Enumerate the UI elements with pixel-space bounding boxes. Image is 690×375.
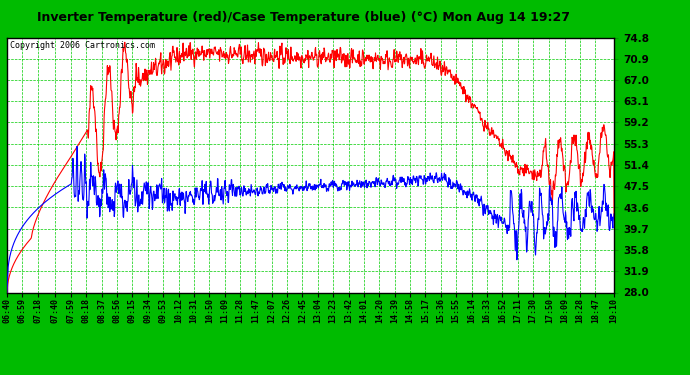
Text: Copyright 2006 Cartronics.com: Copyright 2006 Cartronics.com (10, 41, 155, 50)
Text: Inverter Temperature (red)/Case Temperature (blue) (°C) Mon Aug 14 19:27: Inverter Temperature (red)/Case Temperat… (37, 11, 570, 24)
